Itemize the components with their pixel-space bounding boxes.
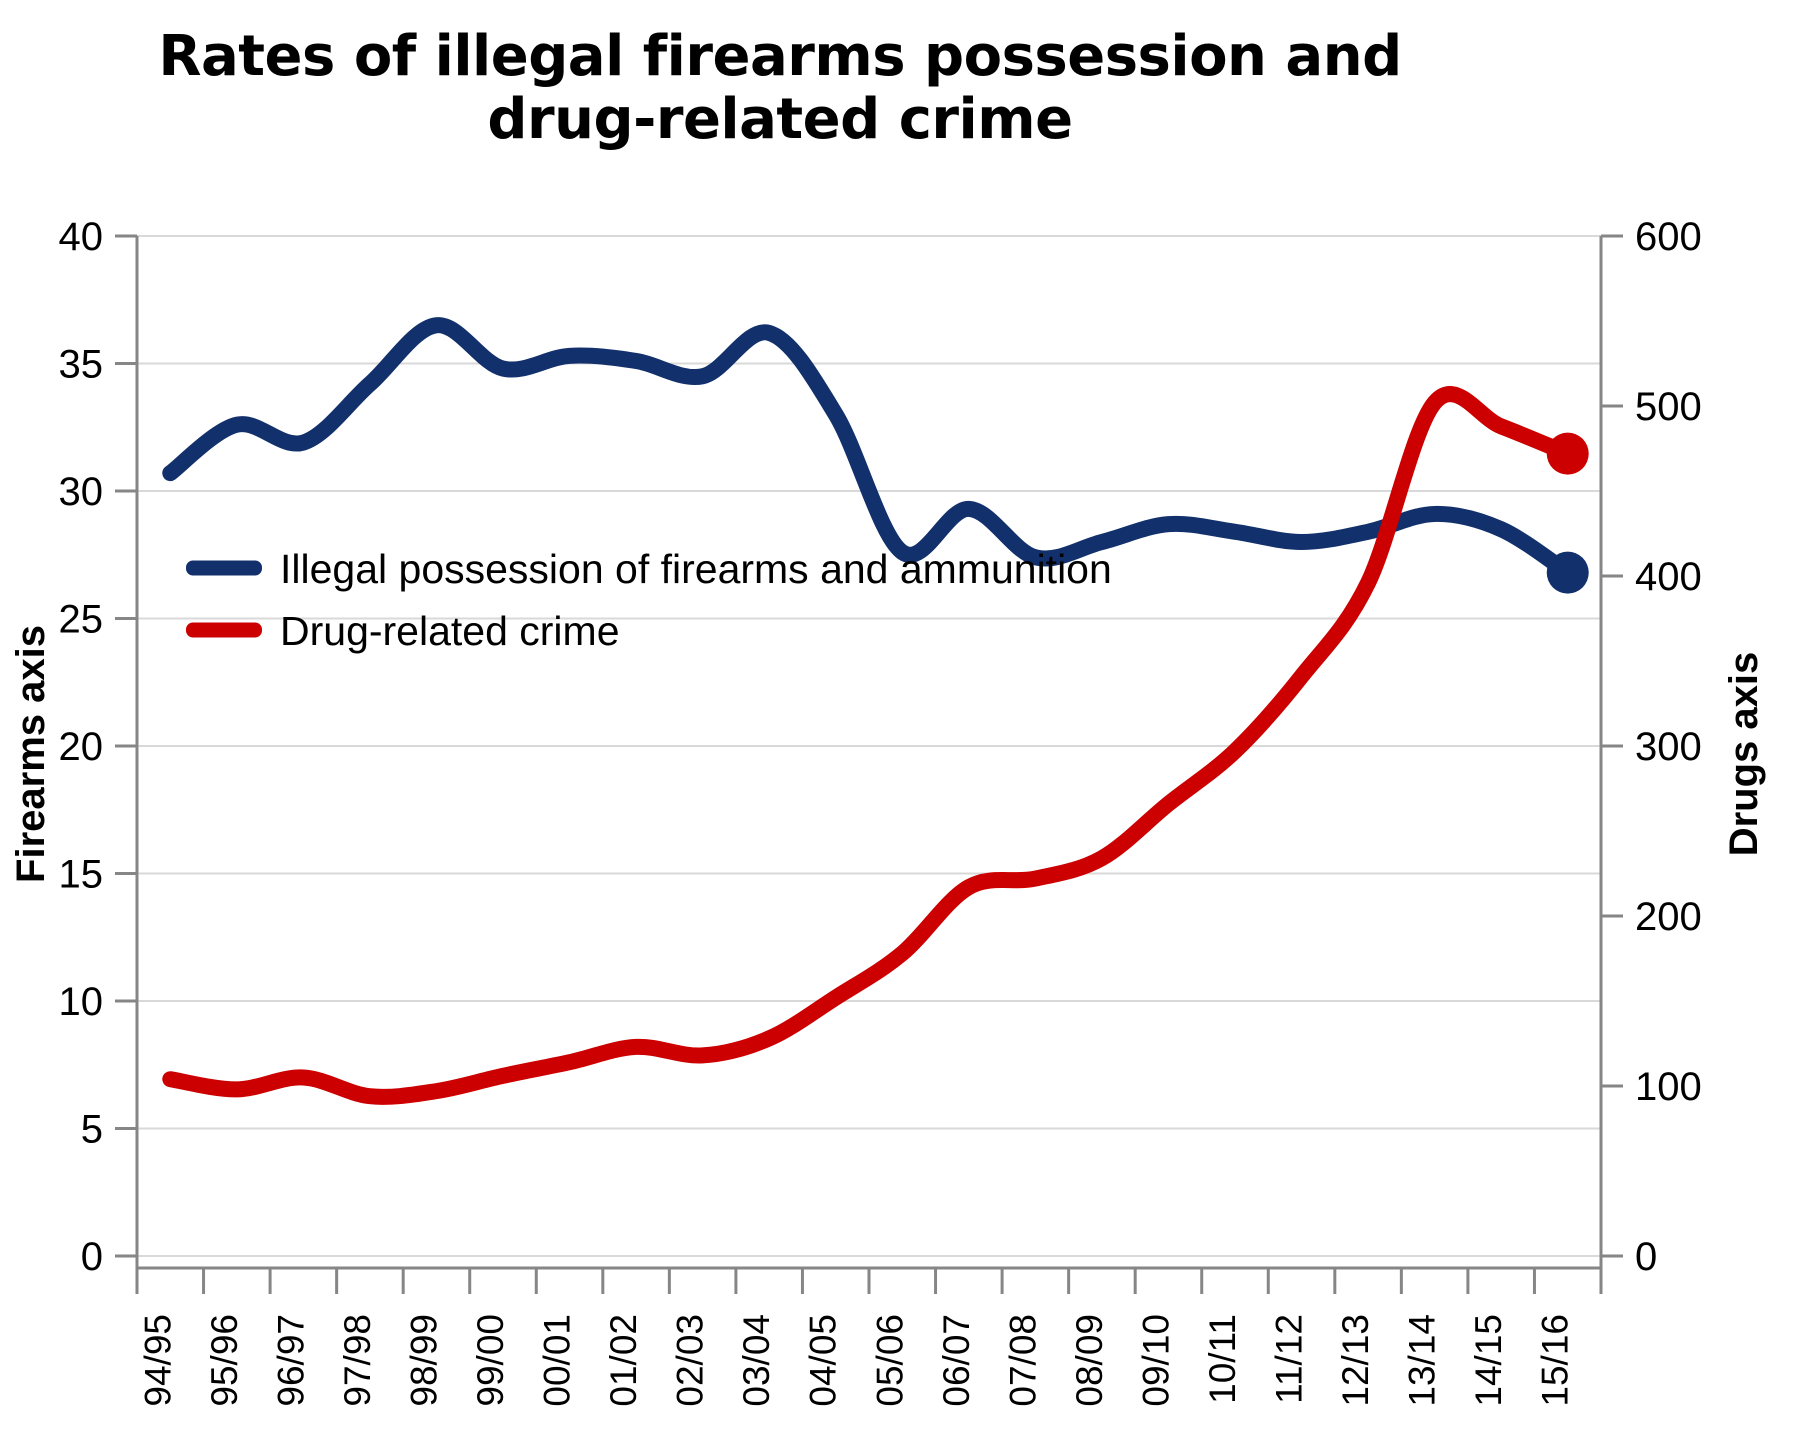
x-axis-category-label: 02/03 <box>670 1314 711 1407</box>
right-axis-tick-label: 0 <box>1635 1235 1657 1279</box>
left-axis-ticks-group <box>115 234 137 1258</box>
series-lines-group <box>162 317 1576 1105</box>
right-axis-ticks-group <box>1601 234 1623 1258</box>
x-axis-category-label: 10/11 <box>1202 1314 1243 1404</box>
chart-title: Rates of illegal firearms possession and… <box>158 24 1402 152</box>
legend-label: Illegal possession of firearms and ammun… <box>280 546 1112 592</box>
x-axis-category-label: 00/01 <box>537 1314 578 1407</box>
right-axis-tick-label: 300 <box>1635 725 1702 769</box>
left-axis-tick-label: 10 <box>59 980 104 1024</box>
x-axis-category-label: 03/04 <box>736 1314 777 1407</box>
x-axis-category-label: 14/15 <box>1468 1314 1509 1407</box>
x-axis-category-label: 15/16 <box>1535 1314 1576 1407</box>
series-end-marker <box>1546 432 1589 475</box>
x-axis-category-label: 06/07 <box>936 1314 977 1407</box>
x-axis-category-label: 05/06 <box>869 1314 910 1407</box>
left-axis-tick-label: 15 <box>59 853 104 897</box>
x-axis-category-label: 95/96 <box>204 1314 245 1407</box>
x-axis-category-label: 07/08 <box>1002 1314 1043 1407</box>
left-axis-tick-label: 30 <box>59 470 104 514</box>
series-end-markers-group <box>1546 432 1589 594</box>
right-axis-title: Drugs axis <box>1722 652 1766 857</box>
right-axis-tick-label: 200 <box>1635 895 1702 939</box>
legend-label: Drug-related crime <box>280 608 620 654</box>
right-axis-tick-label: 600 <box>1635 215 1702 259</box>
right-axis-tick-label: 100 <box>1635 1065 1702 1109</box>
x-axis-category-label: 96/97 <box>270 1314 311 1407</box>
x-axis-category-label: 99/00 <box>470 1314 511 1407</box>
legend-swatch <box>186 622 262 638</box>
x-axis-category-label: 13/14 <box>1402 1314 1443 1407</box>
x-axis-category-label: 12/13 <box>1335 1314 1376 1407</box>
left-axis-tick-label: 35 <box>59 343 104 387</box>
right-axis-tick-labels: 0 100 200 300 400 500 600 <box>1635 215 1702 1279</box>
legend-swatch <box>186 560 262 576</box>
left-axis-title: Firearms axis <box>9 625 53 883</box>
series-end-marker <box>1546 551 1589 594</box>
chart-legend: Illegal possession of firearms and ammun… <box>186 546 1112 654</box>
x-axis-ticks-group <box>135 1268 1603 1294</box>
x-axis-category-label: 97/98 <box>337 1314 378 1407</box>
x-axis-category-label: 98/99 <box>403 1314 444 1407</box>
x-axis-category-label: 04/05 <box>803 1314 844 1407</box>
left-axis-tick-labels: 0 5 10 15 20 25 30 35 40 <box>59 215 104 1279</box>
x-axis-category-label: 08/09 <box>1069 1314 1110 1407</box>
x-axis-category-label: 01/02 <box>603 1314 644 1407</box>
right-axis-tick-label: 400 <box>1635 555 1702 599</box>
series-line <box>162 317 1576 581</box>
left-axis-tick-label: 25 <box>59 598 104 642</box>
x-axis-category-label: 09/10 <box>1135 1314 1176 1407</box>
left-axis-tick-label: 20 <box>59 725 104 769</box>
right-axis-tick-label: 500 <box>1635 385 1702 429</box>
series-line <box>162 386 1576 1105</box>
left-axis-tick-label: 5 <box>81 1108 103 1152</box>
x-axis-category-label: 11/12 <box>1269 1314 1310 1404</box>
left-axis-tick-label: 0 <box>81 1235 103 1279</box>
x-axis-category-label: 94/95 <box>137 1314 178 1407</box>
x-axis-category-labels: 94/95 95/96 96/97 97/98 98/99 99/00 00/01 01/02… <box>137 1314 1575 1407</box>
left-axis-tick-label: 40 <box>59 215 104 259</box>
